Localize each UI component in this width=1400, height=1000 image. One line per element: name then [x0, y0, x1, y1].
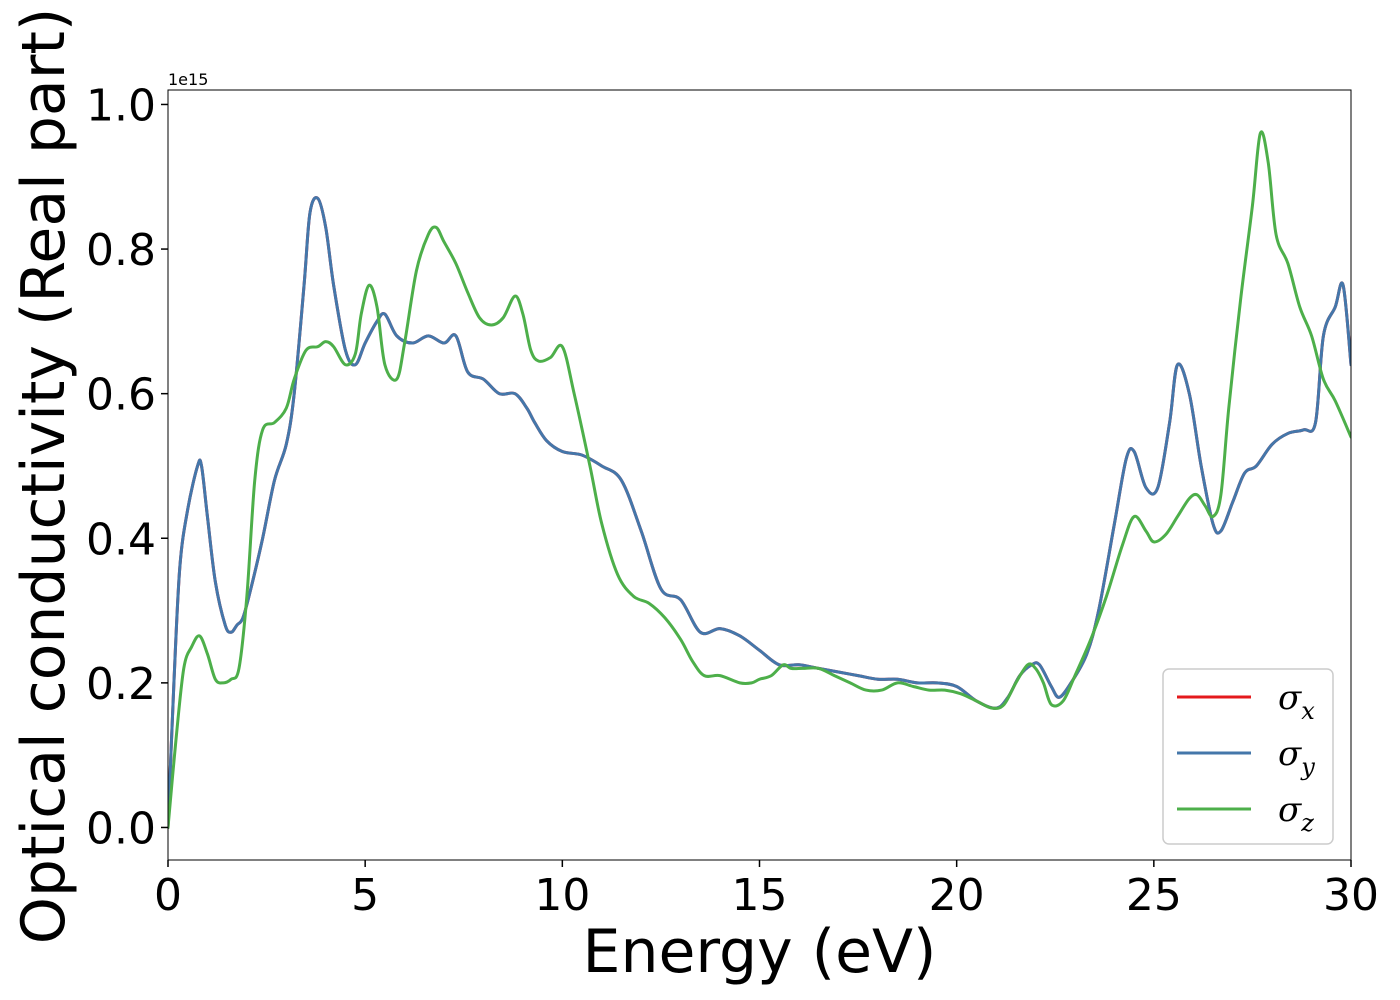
legend-box: [1162, 668, 1334, 845]
x-tick-label: 5: [351, 870, 379, 921]
y-tick-label: 0.0: [86, 803, 156, 854]
x-axis: 0 5 10 15 20 25 30: [154, 860, 1379, 921]
legend-label-z: σz: [1278, 790, 1314, 837]
legend: σx σy σz: [1162, 668, 1334, 845]
x-tick-label: 20: [929, 870, 985, 921]
x-axis-title: Energy (eV): [583, 917, 937, 987]
series-layer: [168, 130, 1351, 829]
x-tick-label: 25: [1126, 870, 1182, 921]
y-tick-label: 0.4: [86, 514, 156, 565]
legend-label-x: σx: [1278, 678, 1315, 725]
x-tick-label: 10: [534, 870, 590, 921]
legend-label-y: σy: [1278, 734, 1315, 781]
x-tick-label: 15: [732, 870, 788, 921]
series-line-y: [168, 196, 1351, 829]
x-tick-label: 0: [154, 870, 182, 921]
series-line-z: [168, 130, 1351, 829]
y-tick-label: 0.6: [86, 370, 156, 421]
y-tick-label: 0.2: [86, 659, 156, 710]
x-tick-label: 30: [1323, 870, 1379, 921]
y-axis: 0.0 0.2 0.4 0.6 0.8 1.0: [86, 80, 168, 854]
y-tick-label: 0.8: [86, 225, 156, 276]
y-tick-label: 1.0: [86, 80, 156, 131]
y-axis-title: Optical conductivity (Real part): [9, 8, 79, 945]
y-offset-label: 1e15: [168, 70, 208, 89]
